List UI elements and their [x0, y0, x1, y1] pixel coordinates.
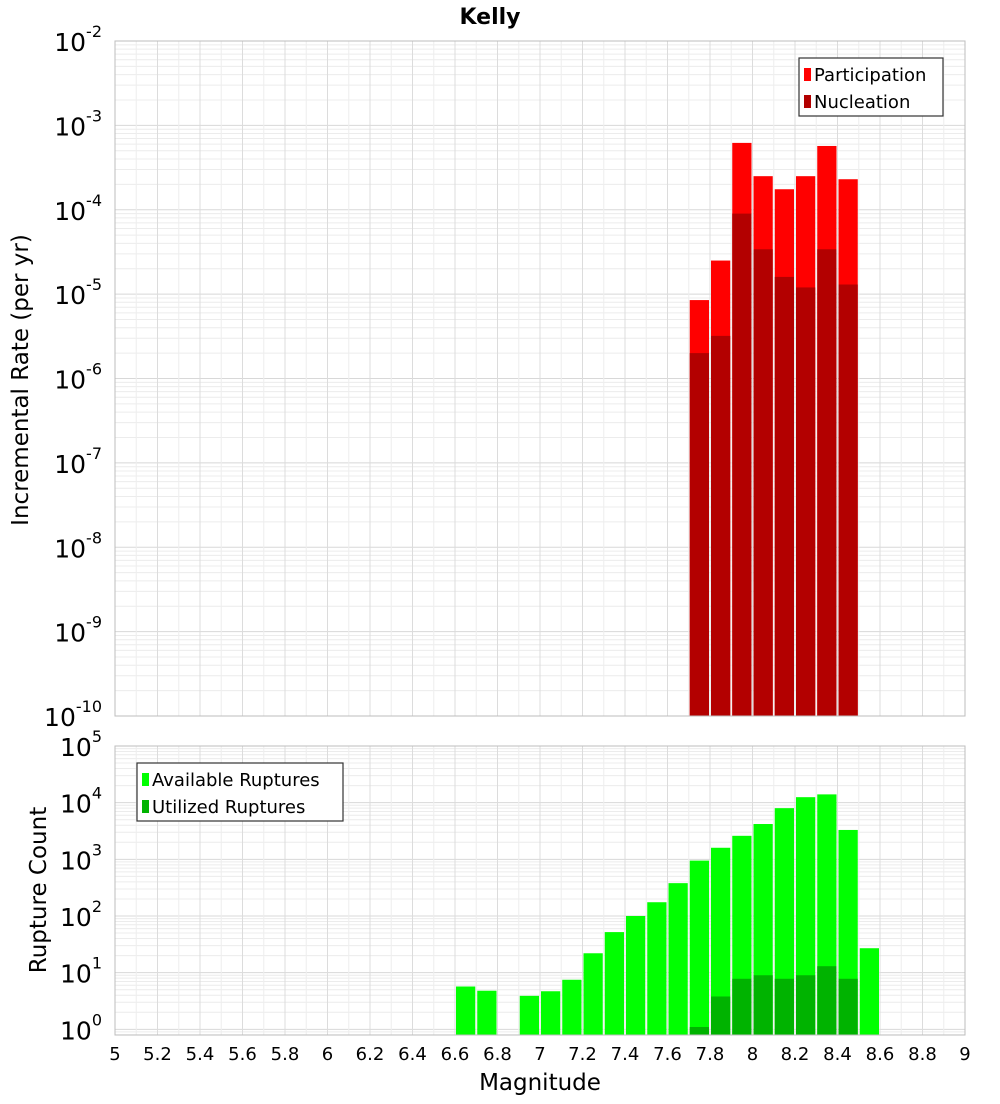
bar: [774, 276, 794, 716]
x-tick-label: 5.4: [186, 1044, 215, 1065]
y-tick-label: 10-8: [54, 528, 102, 563]
legend-swatch: [142, 800, 149, 813]
x-tick-label: 6.4: [398, 1044, 427, 1065]
x-tick-label: 7.6: [653, 1044, 682, 1065]
top-panel: 10-2 10-3 10-4 10-5 10-6 10-7 10-8 10-9 10-10 Par…: [44, 22, 966, 732]
x-tick-label: 6.2: [356, 1044, 385, 1065]
legend-box: [136, 762, 344, 822]
x-tick-label: 5.2: [143, 1044, 172, 1065]
x-tick-label: 8: [747, 1044, 758, 1065]
bar: [562, 979, 582, 1035]
bar: [732, 213, 752, 717]
bar: [668, 883, 688, 1035]
bar: [859, 948, 879, 1035]
y-tick-label: 10-9: [54, 613, 102, 648]
top-y-axis-label: Incremental Rate (per yr): [8, 234, 34, 526]
x-axis-label: Magnitude: [479, 1070, 601, 1096]
bar: [732, 978, 752, 1035]
y-tick-label: 10-3: [54, 106, 102, 141]
bar: [796, 287, 816, 716]
y-tick-label: 10-2: [54, 22, 102, 57]
bar: [519, 995, 539, 1035]
bar: [817, 249, 837, 716]
legend-swatch: [142, 773, 149, 786]
legend: Participation Nucleation: [798, 57, 944, 117]
legend-label: Available Ruptures: [152, 770, 320, 791]
legend-label: Nucleation: [814, 92, 910, 113]
x-tick-label: 9: [959, 1044, 970, 1065]
x-tick-label: 5.8: [271, 1044, 300, 1065]
x-tick-label: 7: [534, 1044, 545, 1065]
bar: [604, 932, 624, 1035]
x-tick-label: 8.6: [866, 1044, 895, 1065]
bar: [541, 991, 561, 1035]
bar: [753, 249, 773, 716]
y-tick-label: 104: [60, 784, 102, 819]
bar: [456, 986, 476, 1035]
x-tick-label: 6: [322, 1044, 333, 1065]
legend-label: Utilized Ruptures: [152, 797, 305, 818]
bar: [711, 996, 731, 1035]
bar: [626, 916, 646, 1035]
x-tick-label: 6.6: [441, 1044, 470, 1065]
y-tick-label: 10-10: [44, 697, 102, 732]
x-tick-label: 6.8: [483, 1044, 512, 1065]
x-tick-label: 8.4: [823, 1044, 852, 1065]
x-tick-label: 7.4: [611, 1044, 640, 1065]
y-tick-label: 102: [60, 897, 102, 932]
plot-frame: [114, 745, 966, 1036]
y-tick-label: 10-7: [54, 444, 102, 479]
bar: [838, 284, 858, 716]
bar: [774, 978, 794, 1035]
bar: [689, 860, 709, 1035]
y-tick-label: 10-6: [54, 360, 102, 395]
y-tick-label: 101: [60, 954, 102, 989]
chart-title: Kelly: [459, 5, 520, 30]
bar: [796, 975, 816, 1035]
y-tick-label: 10-4: [54, 191, 102, 226]
bar: [583, 953, 603, 1035]
x-tick-label: 8.8: [908, 1044, 937, 1065]
y-tick-label: 105: [60, 727, 102, 762]
x-tick-label: 7.2: [568, 1044, 597, 1065]
bar: [689, 1026, 709, 1035]
x-tick-label: 7.8: [696, 1044, 725, 1065]
bar: [753, 975, 773, 1035]
bar: [817, 966, 837, 1035]
bar: [711, 335, 731, 716]
x-tick-label: 5.6: [228, 1044, 257, 1065]
bar: [711, 847, 731, 1035]
bar: [477, 990, 497, 1035]
y-tick-label: 100: [60, 1010, 102, 1045]
bar: [774, 808, 794, 1035]
bar: [838, 978, 858, 1035]
bottom-panel: 105 104 103 102 101 100 Available Ruptures Util…: [60, 727, 966, 1045]
legend: Available Ruptures Utilized Ruptures: [136, 762, 344, 822]
legend-box: [798, 57, 944, 117]
x-tick-label: 8.2: [781, 1044, 810, 1065]
legend-label: Participation: [814, 65, 926, 86]
legend-swatch: [804, 95, 811, 108]
legend-swatch: [804, 68, 811, 81]
plot-frame: [114, 40, 966, 717]
x-tick-label: 5: [109, 1044, 120, 1065]
bottom-y-axis-label: Rupture Count: [26, 807, 52, 973]
y-tick-label: 10-5: [54, 275, 102, 310]
x-axis: 5 5.2 5.4 5.6 5.8 6 6.2 6.4 6.6 6.8 7 7.2 7.4 7.6 7.8 8…: [109, 1044, 970, 1065]
bar: [647, 902, 667, 1035]
bar: [689, 353, 709, 716]
y-tick-label: 103: [60, 840, 102, 875]
